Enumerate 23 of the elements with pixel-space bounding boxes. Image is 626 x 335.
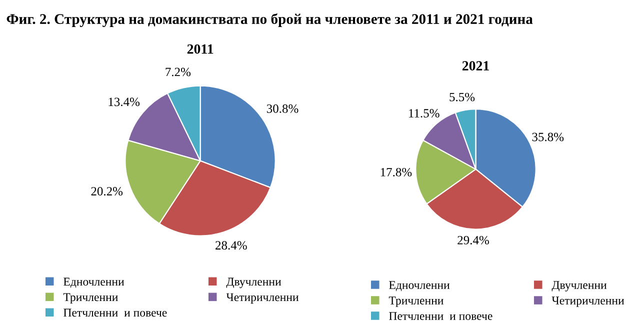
data-label: 28.4% [216, 241, 247, 250]
text: Фиг. 2. Структура на домакинствата по брой на членовете за 2011 и 2021 година [6, 13, 533, 27]
chart-title: 2021 [462, 61, 489, 70]
data-label: 5.5% [450, 92, 475, 102]
data-label: 20.2% [91, 187, 123, 196]
legend-label: Четиричленни [552, 296, 624, 307]
legend-label: Тричленни [63, 293, 118, 304]
data-label: 30.8% [266, 104, 298, 113]
legend-label: Двучленни [552, 281, 607, 292]
data-label: 35.8% [532, 132, 564, 142]
legend-label: Тричленни [388, 296, 444, 307]
legend-label: Едночленни [64, 278, 124, 288]
legend-label: Четиричленни [226, 293, 299, 304]
data-label: 7.2% [166, 68, 191, 76]
legend-label: Петчленни и повече [389, 312, 492, 320]
legend-label: Двучленни [226, 278, 282, 288]
data-label: 17.8% [380, 168, 412, 176]
data-label: 29.4% [458, 236, 489, 244]
data-label: 11.5% [409, 109, 440, 118]
chart-title: 2011 [187, 44, 214, 54]
data-label: 13.4% [108, 98, 140, 106]
legend-label: Петчленни и повече [64, 308, 167, 317]
legend-label: Едночленни [389, 281, 450, 292]
